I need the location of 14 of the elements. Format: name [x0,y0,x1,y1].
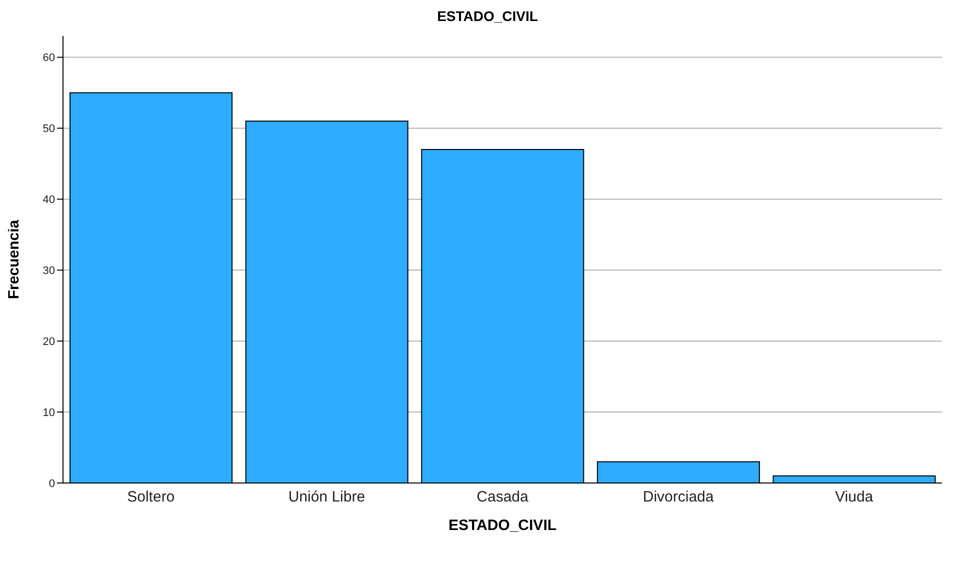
y-tick-label: 0 [48,478,55,490]
x-axis-title: ESTADO_CIVIL [448,517,557,534]
y-tick-label: 20 [42,336,55,348]
x-tick-label: Divorciada [642,488,714,506]
x-tick-label: Unión Libre [288,488,366,506]
chart-title: ESTADO_CIVIL [436,8,539,26]
y-tick-label: 10 [42,406,55,419]
x-tick-label: Casada [476,488,530,506]
x-tick-label: Soltero [127,488,175,506]
y-tick-label: 60 [42,52,55,64]
x-tick-label: Viuda [835,488,874,506]
y-tick-label: 40 [42,194,55,206]
y-tick-label: 50 [42,123,55,136]
y-tick-label: 30 [42,265,55,278]
